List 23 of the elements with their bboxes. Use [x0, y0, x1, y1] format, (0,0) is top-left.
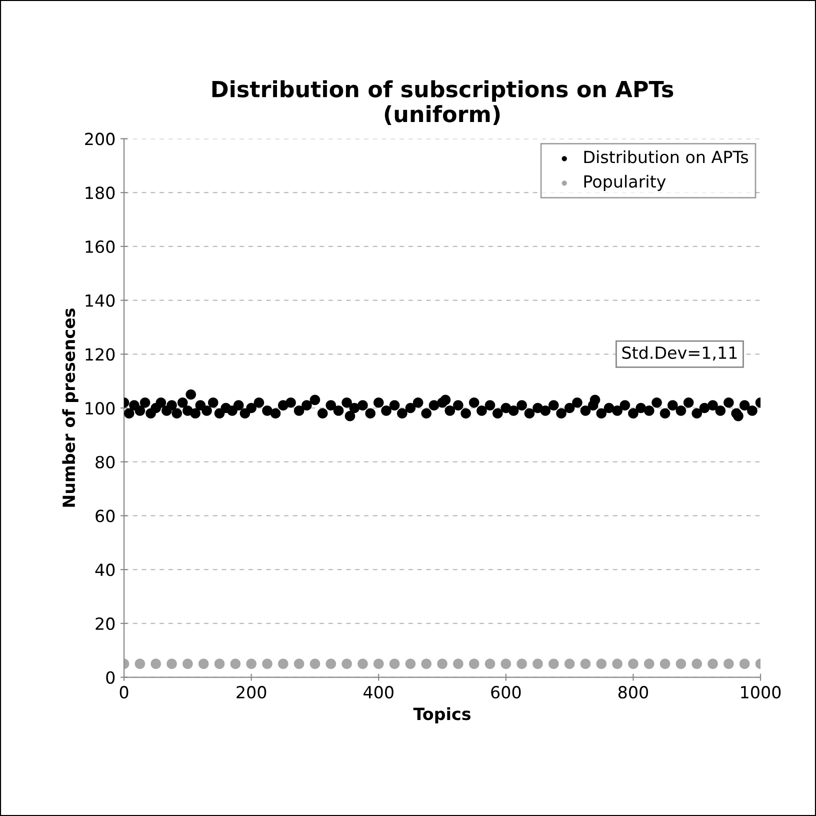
y-tick-label: 20: [96, 617, 115, 630]
y-tick-label: 200: [85, 132, 115, 146]
y-tick-label: 140: [86, 294, 115, 307]
y-tick-label: 80: [96, 456, 115, 468]
y-tick-label: 120: [86, 348, 115, 361]
y-tick-label: 160: [86, 240, 115, 253]
x-tick-label: 600: [491, 686, 521, 699]
y-tick-label: 60: [96, 510, 115, 522]
legend-label: Distribution on APTs: [584, 150, 748, 164]
x-tick-label: 1000: [741, 686, 781, 699]
annotation: Std.Dev=1,11: [622, 346, 737, 361]
y-tick-label: 180: [86, 186, 115, 200]
x-axis-title: Topics: [413, 707, 471, 724]
x-tick-label: 800: [618, 686, 648, 699]
y-axis-title: Number of presences: [62, 308, 78, 507]
x-tick-label: 400: [364, 686, 394, 699]
y-tick-label: 0: [106, 671, 115, 684]
x-tick-label: 200: [236, 686, 266, 699]
chart-title: Distribution of subscriptions on APTs (uniform): [212, 80, 674, 125]
legend-label: Popularity: [584, 174, 666, 191]
y-tick-label: 40: [95, 564, 115, 576]
y-tick-label: 100: [86, 402, 115, 415]
x-tick-label: 0: [120, 686, 128, 699]
